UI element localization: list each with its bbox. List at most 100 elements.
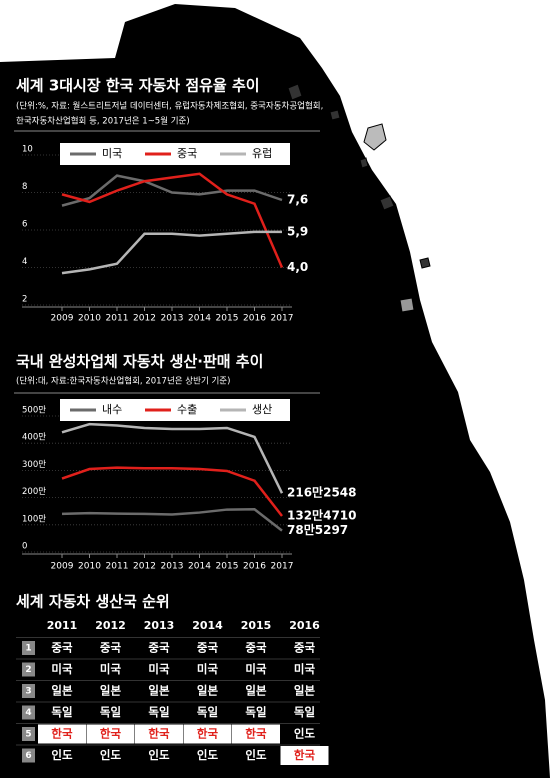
value-label: 7,6 xyxy=(287,193,308,207)
table-cell: 일본 xyxy=(100,684,122,698)
table-cell: 일본 xyxy=(197,684,219,698)
legend-label: 미국 xyxy=(102,147,122,160)
series-line xyxy=(61,230,282,275)
column-header: 2013 xyxy=(144,619,175,632)
table-cell: 일본 xyxy=(148,684,170,698)
y-tick-label: 10 xyxy=(22,145,33,155)
rank-box xyxy=(22,662,35,677)
y-tick-label: 6 xyxy=(22,220,27,230)
table-cell: 중국 xyxy=(51,641,73,655)
x-tick-label: 2017 xyxy=(271,314,294,324)
rank-box xyxy=(22,641,35,655)
chart-title: 국내 완성차업체 자동차 생산·판매 추이 xyxy=(16,353,263,371)
table-cell: 미국 xyxy=(245,662,267,676)
table-cell: 미국 xyxy=(51,662,73,676)
table-cell: 중국 xyxy=(294,641,316,655)
table-cell: 일본 xyxy=(51,684,73,698)
value-label: 78만5297 xyxy=(287,522,348,537)
x-tick-label: 2015 xyxy=(216,314,239,324)
x-tick-label: 2013 xyxy=(161,314,184,324)
series-line xyxy=(61,172,284,268)
table-cell: 인도 xyxy=(148,748,170,762)
x-tick-label: 2014 xyxy=(188,314,211,324)
y-tick-label: 4 xyxy=(22,257,27,267)
table-cell: 일본 xyxy=(245,684,267,698)
legend-box xyxy=(60,143,290,165)
y-tick-label: 0 xyxy=(22,542,27,552)
x-tick-label: 2009 xyxy=(51,314,74,324)
rank-box xyxy=(22,748,35,763)
highlight-cell xyxy=(183,724,232,744)
table-cell: 중국 xyxy=(197,641,219,655)
table-cell: 독일 xyxy=(197,705,218,719)
rank: 3 xyxy=(25,687,31,697)
chart-subtitle: 한국자동차산업협회 등, 2017년은 1~5월 기준) xyxy=(16,116,190,127)
silhouette xyxy=(0,4,550,778)
table-cell: 미국 xyxy=(197,662,219,676)
table-cell: 인도 xyxy=(51,748,73,762)
rank: 1 xyxy=(25,644,31,654)
highlight-cell xyxy=(280,746,329,765)
highlight-cell xyxy=(135,724,183,744)
table-cell: 인도 xyxy=(294,727,316,741)
chart-subtitle: (단위:대, 자료:한국자동차산업협회, 2017년은 상반기 기준) xyxy=(16,376,230,387)
series-line xyxy=(61,174,283,207)
table-cell: 독일 xyxy=(294,705,315,719)
series-line xyxy=(61,508,283,532)
x-tick-label: 2014 xyxy=(188,562,211,572)
table-cell: 인도 xyxy=(245,748,267,762)
table-cell: 한국 xyxy=(197,727,219,741)
table-cell: 독일 xyxy=(148,705,169,719)
column-header: 2011 xyxy=(47,619,78,632)
legend-label: 수출 xyxy=(177,403,197,416)
table-cell: 한국 xyxy=(148,727,170,741)
x-tick-label: 2015 xyxy=(216,562,239,572)
x-tick-label: 2016 xyxy=(243,562,266,572)
series-line xyxy=(61,422,284,494)
value-label: 4,0 xyxy=(287,260,308,274)
rank: 4 xyxy=(25,708,31,718)
y-tick-label: 200만 xyxy=(22,487,46,497)
value-label: 5,9 xyxy=(287,224,308,238)
x-tick-label: 2010 xyxy=(78,562,101,572)
table-cell: 독일 xyxy=(51,705,72,719)
x-tick-label: 2013 xyxy=(161,562,184,572)
y-tick-label: 300만 xyxy=(22,460,46,470)
column-header: 2012 xyxy=(95,619,126,632)
table-cell: 한국 xyxy=(51,727,73,741)
column-header: 2014 xyxy=(192,619,223,632)
rocks xyxy=(287,83,431,313)
table-cell: 미국 xyxy=(100,662,122,676)
rank-box xyxy=(22,727,35,741)
x-tick-label: 2017 xyxy=(271,562,294,572)
table-cell: 중국 xyxy=(100,641,122,655)
value-label: 132만4710 xyxy=(287,507,357,522)
x-tick-label: 2012 xyxy=(133,314,156,324)
x-tick-label: 2016 xyxy=(243,314,266,324)
rank: 2 xyxy=(25,665,31,675)
chart-title: 세계 3대시장 한국 자동차 점유율 추이 xyxy=(16,77,260,95)
rank-box xyxy=(22,684,35,698)
column-header: 2015 xyxy=(241,619,272,632)
rank: 6 xyxy=(25,751,31,761)
series-line xyxy=(61,466,283,517)
table-cell: 미국 xyxy=(148,662,170,676)
table-cell: 한국 xyxy=(100,727,122,741)
column-header: 2016 xyxy=(289,619,320,632)
rank-box xyxy=(22,705,35,720)
highlight-cell xyxy=(232,724,280,744)
y-tick-label: 8 xyxy=(22,182,27,192)
table-title: 세계 자동차 생산국 순위 xyxy=(16,593,170,611)
chart-subtitle: (단위:%, 자료: 월스트리트저널 데이터센터, 유럽자동차제조협회, 중국자… xyxy=(16,101,323,112)
y-tick-label: 2 xyxy=(22,295,27,305)
table-cell: 중국 xyxy=(245,641,267,655)
value-label: 216만2548 xyxy=(287,485,357,500)
table-cell: 인도 xyxy=(197,748,219,762)
legend-label: 유럽 xyxy=(252,146,272,160)
x-tick-label: 2012 xyxy=(133,562,156,572)
rank: 5 xyxy=(25,730,31,740)
x-tick-label: 2009 xyxy=(51,562,74,572)
y-tick-label: 100만 xyxy=(22,514,46,524)
x-tick-label: 2011 xyxy=(106,314,129,324)
